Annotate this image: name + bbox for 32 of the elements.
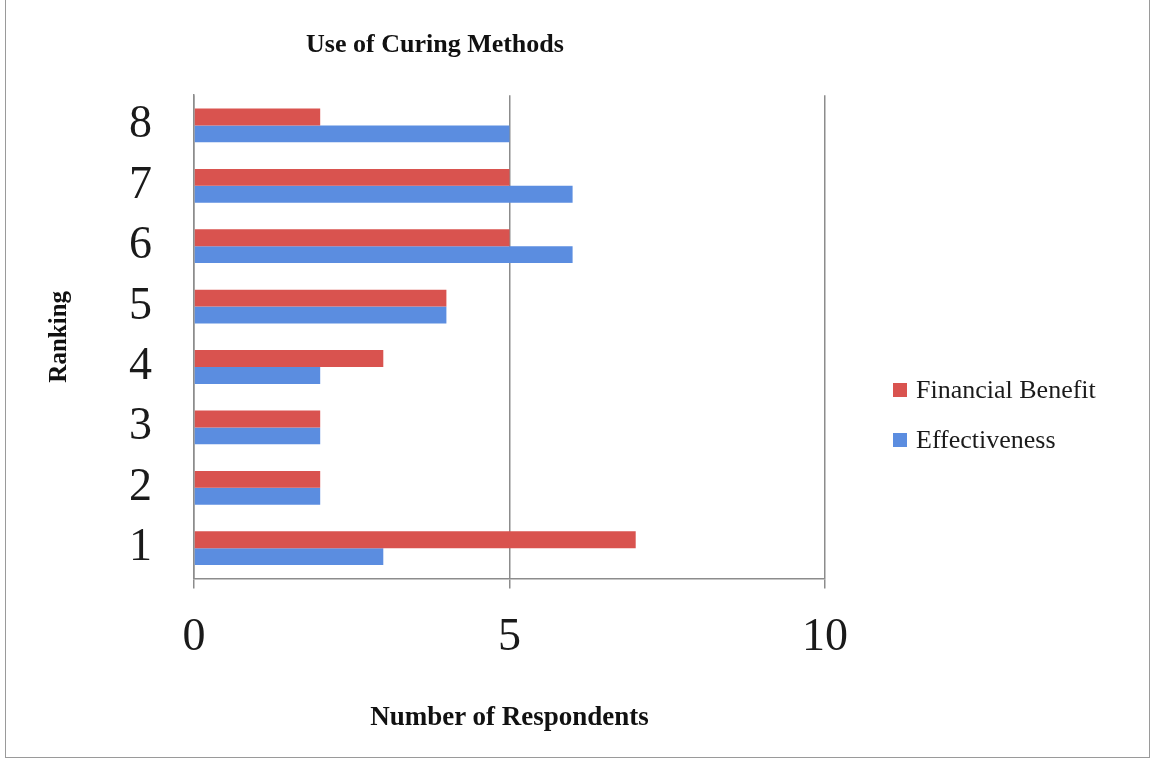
bar: [194, 548, 384, 566]
y-axis-title: Ranking: [44, 290, 72, 383]
bar: [194, 306, 447, 324]
bar: [194, 350, 384, 367]
y-tick-label: 1: [129, 519, 152, 571]
bar: [194, 367, 321, 384]
y-tick-label: 8: [129, 96, 152, 148]
x-tick-label: 10: [802, 609, 848, 661]
y-tick-label: 6: [129, 217, 152, 269]
x-tick-label: 5: [498, 609, 521, 661]
bar: [194, 125, 510, 143]
bar: [194, 246, 573, 264]
bar: [194, 108, 321, 126]
bar: [194, 185, 573, 203]
bar: [194, 168, 510, 186]
y-tick-label: 3: [129, 398, 152, 450]
bar: [194, 470, 321, 488]
x-tick-label: 0: [182, 609, 206, 661]
y-tick-label: 7: [129, 156, 152, 208]
y-tick-label: 2: [129, 458, 152, 510]
chart-title: Use of Curing Methods: [306, 29, 564, 59]
y-tick-label: 5: [129, 277, 152, 329]
bar: [194, 410, 321, 428]
legend-label: Effectiveness: [916, 425, 1056, 455]
y-tick-label: 4: [129, 338, 152, 390]
x-axis-title: Number of Respondents: [370, 700, 649, 731]
bar: [194, 427, 321, 445]
bar: [194, 487, 321, 505]
bar: [194, 531, 636, 549]
bar: [194, 289, 447, 307]
bar: [194, 229, 510, 247]
legend-label: Financial Benefit: [916, 375, 1096, 405]
